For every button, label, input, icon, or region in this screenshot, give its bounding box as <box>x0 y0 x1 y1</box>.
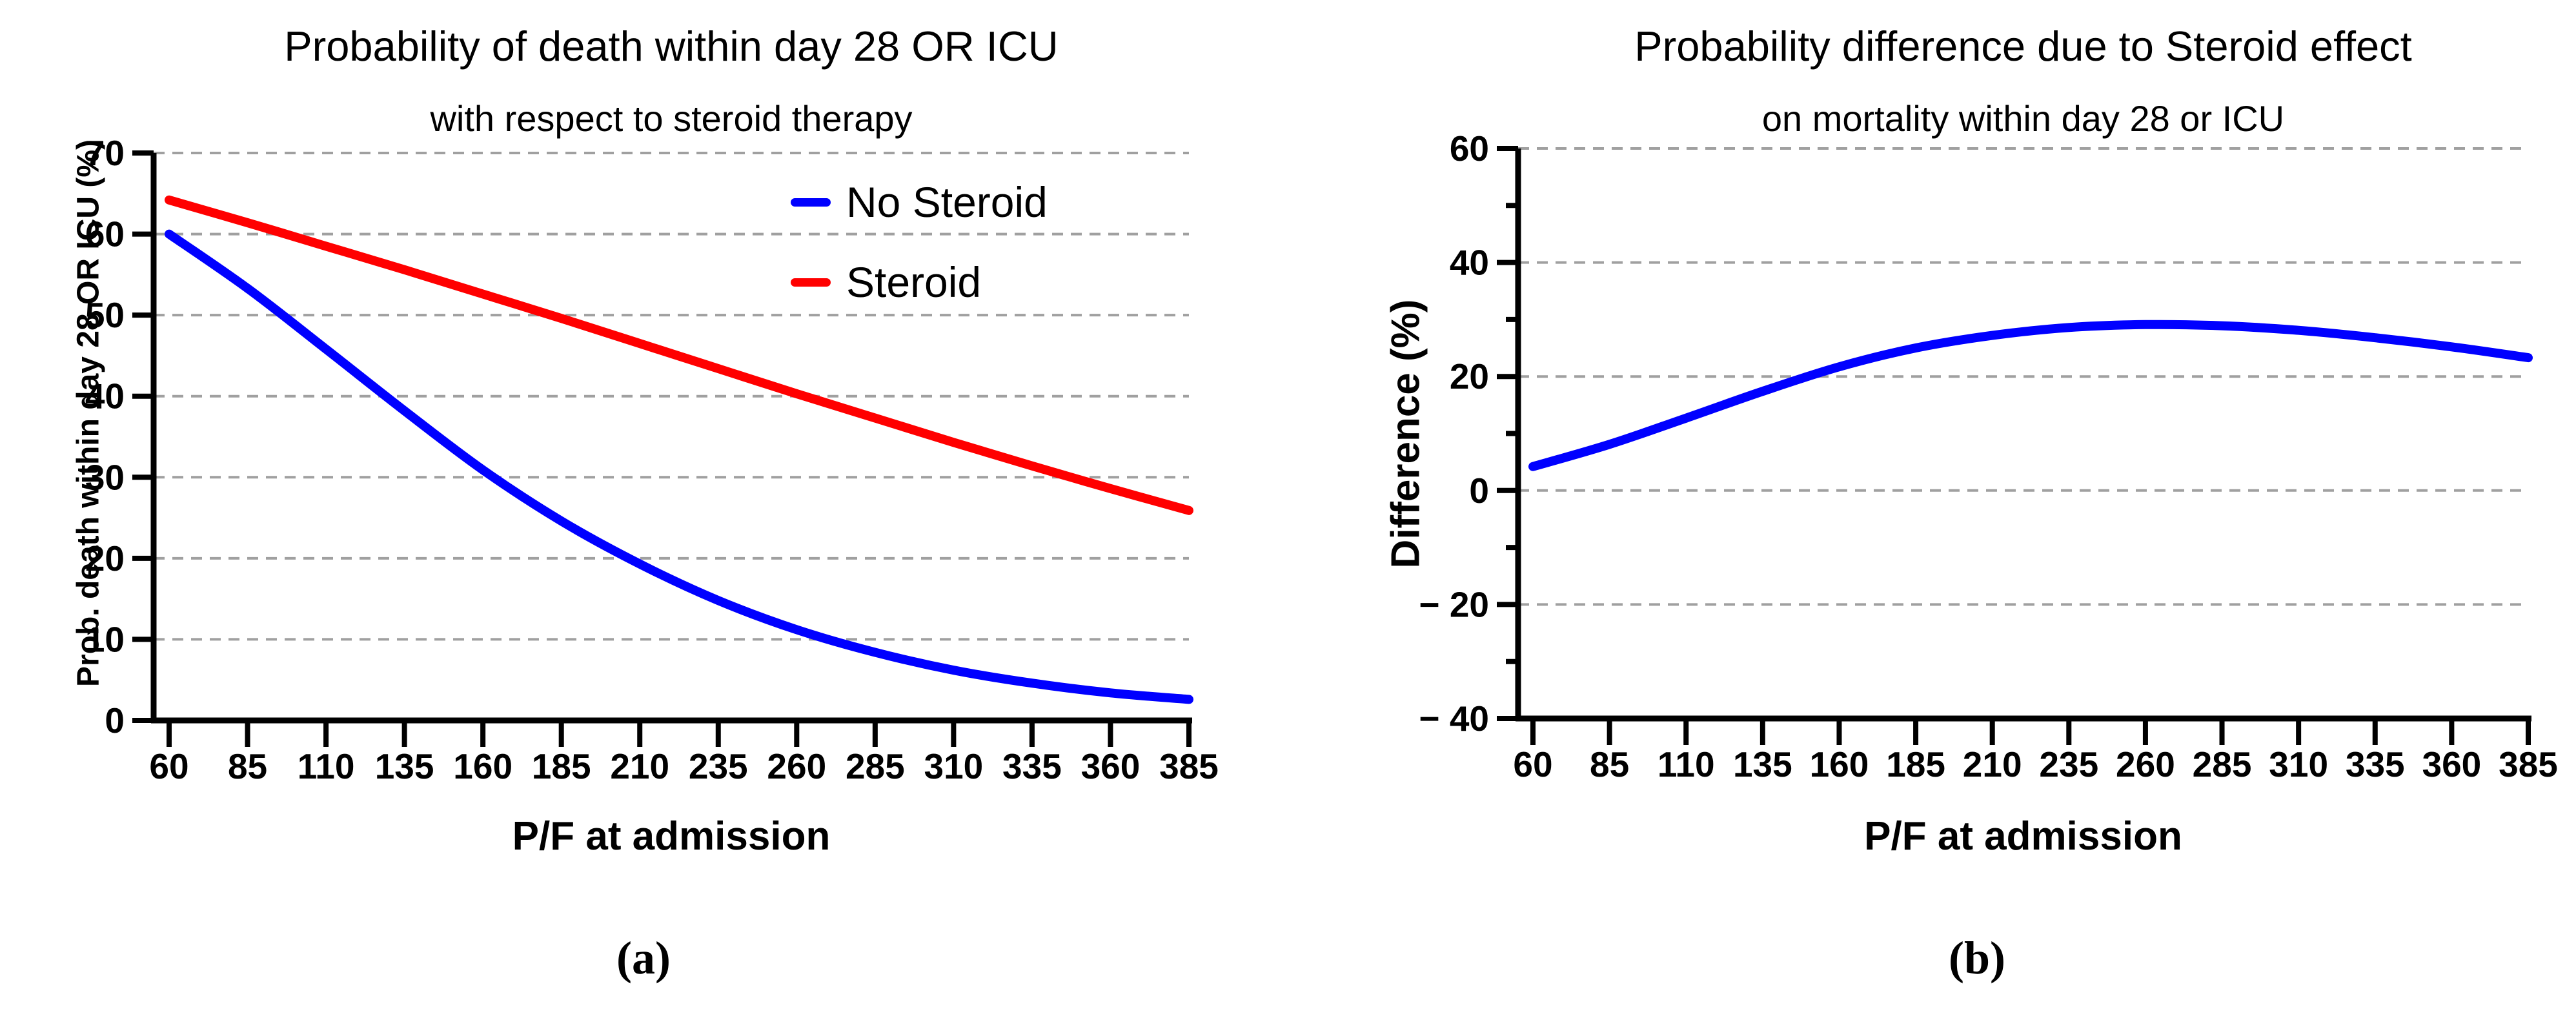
legend-label-no-steroid: No Steroid <box>846 178 1048 226</box>
x-tick-label: 110 <box>298 746 355 786</box>
x-tick-label: 185 <box>1886 744 1945 784</box>
panel-a-subtitle: with respect to steroid therapy <box>430 98 913 139</box>
x-tick-label: 135 <box>375 746 434 786</box>
x-tick-label: 335 <box>2346 744 2405 784</box>
y-tick-label: 0 <box>1469 471 1489 511</box>
panel-b-subtitle: on mortality within day 28 or ICU <box>1761 98 2285 139</box>
x-tick-label: 210 <box>1963 744 2022 784</box>
y-tick-label: 70 <box>85 133 125 173</box>
x-tick-label: 285 <box>846 746 905 786</box>
x-tick-label: 185 <box>532 746 591 786</box>
x-tick-label: 235 <box>689 746 748 786</box>
y-tick-label: 40 <box>1450 243 1489 283</box>
panel-a-title: Probability of death within day 28 OR IC… <box>284 23 1059 70</box>
y-tick-label: 60 <box>1450 128 1489 168</box>
panel-b-title: Probability difference due to Steroid ef… <box>1634 23 2412 70</box>
y-tick-label: 40 <box>85 376 125 416</box>
x-tick-label: 135 <box>1733 744 1792 784</box>
x-tick-label: 335 <box>1002 746 1062 786</box>
y-tick-label: 50 <box>85 295 125 335</box>
x-tick-label: 110 <box>1658 744 1715 784</box>
x-tick-label: 60 <box>149 746 188 786</box>
x-tick-label: 360 <box>1081 746 1141 786</box>
y-tick-label: − 40 <box>1419 698 1489 739</box>
x-tick-label: 235 <box>2039 744 2098 784</box>
no-steroid-line-swatch <box>791 198 831 207</box>
x-tick-label: 85 <box>1590 744 1629 784</box>
y-tick-label: 60 <box>85 214 125 254</box>
legend-label-steroid: Steroid <box>846 258 982 306</box>
x-tick-label: 260 <box>767 746 826 786</box>
x-tick-label: 85 <box>228 746 267 786</box>
y-tick-label: 20 <box>1450 356 1489 396</box>
y-tick-label: 20 <box>85 538 125 578</box>
x-tick-label: 60 <box>1513 744 1552 784</box>
x-tick-label: 310 <box>924 746 984 786</box>
x-tick-label: 160 <box>1810 744 1869 784</box>
steroid-line-swatch <box>791 278 831 287</box>
y-tick-label: 0 <box>105 700 125 740</box>
series-line-difference <box>1528 320 2533 471</box>
x-tick-label: 285 <box>2193 744 2252 784</box>
x-tick-label: 310 <box>2269 744 2328 784</box>
panel-b-x-axis-label: P/F at admission <box>1864 814 2182 859</box>
y-tick-label: − 20 <box>1419 584 1489 624</box>
legend-item-no-steroid: No Steroid <box>791 177 1048 227</box>
x-tick-label: 385 <box>1159 746 1219 786</box>
panel-a-x-axis-label: P/F at admission <box>512 814 831 859</box>
x-tick-label: 385 <box>2499 744 2558 784</box>
legend-item-steroid: Steroid <box>791 257 981 307</box>
y-tick-label: 30 <box>85 457 125 497</box>
x-tick-label: 260 <box>2116 744 2175 784</box>
x-tick-label: 360 <box>2422 744 2482 784</box>
panel-b-y-axis-label: Difference (%) <box>1383 299 1428 569</box>
panel-b-caption: (b) <box>1949 932 2005 984</box>
y-tick-label: 10 <box>85 619 125 659</box>
panel-a-caption: (a) <box>616 932 671 984</box>
panel-a-y-axis-label: Prob. death within day 28 OR ICU (%) <box>71 139 106 688</box>
series-line-steroid <box>165 195 1193 515</box>
x-tick-label: 160 <box>453 746 512 786</box>
series-line-no-steroid <box>165 229 1193 704</box>
x-tick-label: 210 <box>610 746 669 786</box>
